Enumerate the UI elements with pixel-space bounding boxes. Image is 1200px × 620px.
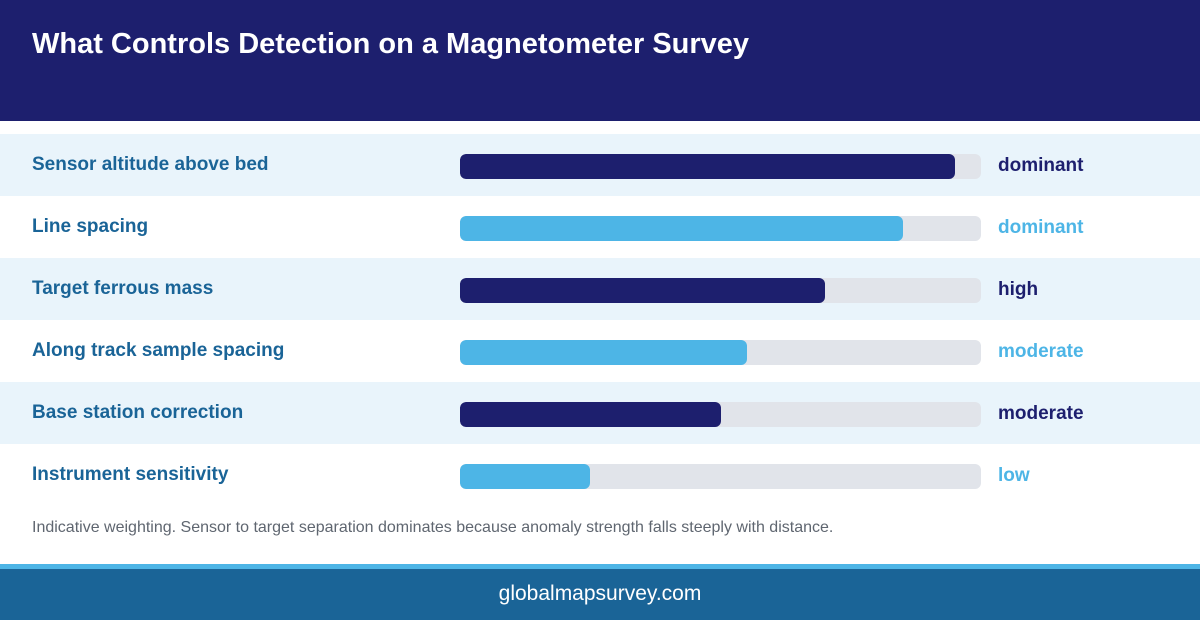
- bar: [460, 464, 590, 489]
- value-label: moderate: [998, 403, 1084, 424]
- category-label: Line spacing: [32, 216, 149, 237]
- bar-track: [460, 154, 981, 179]
- header-banner: What Controls Detection on a Magnetomete…: [0, 0, 1200, 121]
- chart-row: Base station correction moderate: [0, 382, 1200, 444]
- bar: [460, 154, 955, 179]
- bar: [460, 278, 825, 303]
- chart-row: Line spacing dominant: [0, 196, 1200, 258]
- bar-track: [460, 464, 981, 489]
- chart-row: Along track sample spacing moderate: [0, 320, 1200, 382]
- category-label: Base station correction: [32, 402, 244, 423]
- footer-website: globalmapsurvey.com: [498, 582, 702, 605]
- value-label: moderate: [998, 341, 1084, 362]
- category-label: Instrument sensitivity: [32, 464, 229, 485]
- value-label: dominant: [998, 217, 1084, 238]
- bar: [460, 216, 903, 241]
- bar: [460, 402, 721, 427]
- bar-track: [460, 216, 981, 241]
- value-label: dominant: [998, 155, 1084, 176]
- chart-title: What Controls Detection on a Magnetomete…: [32, 28, 750, 60]
- chart-row: Target ferrous mass high: [0, 258, 1200, 320]
- bar: [460, 340, 747, 365]
- chart-row: Sensor altitude above bed dominant: [0, 134, 1200, 196]
- bar-track: [460, 402, 981, 427]
- chart-note: Indicative weighting. Sensor to target s…: [32, 519, 834, 536]
- value-label: high: [998, 279, 1039, 300]
- bar-chart: Sensor altitude above bed dominant Line sp…: [0, 134, 1200, 506]
- bar-track: [460, 340, 981, 365]
- category-label: Along track sample spacing: [32, 340, 285, 361]
- value-label: low: [998, 465, 1030, 486]
- bar-track: [460, 278, 981, 303]
- category-label: Sensor altitude above bed: [32, 154, 269, 175]
- footer-bar: globalmapsurvey.com: [0, 569, 1200, 620]
- category-label: Target ferrous mass: [32, 278, 214, 299]
- chart-row: Instrument sensitivity low: [0, 444, 1200, 506]
- footer-stripe: [0, 564, 1200, 569]
